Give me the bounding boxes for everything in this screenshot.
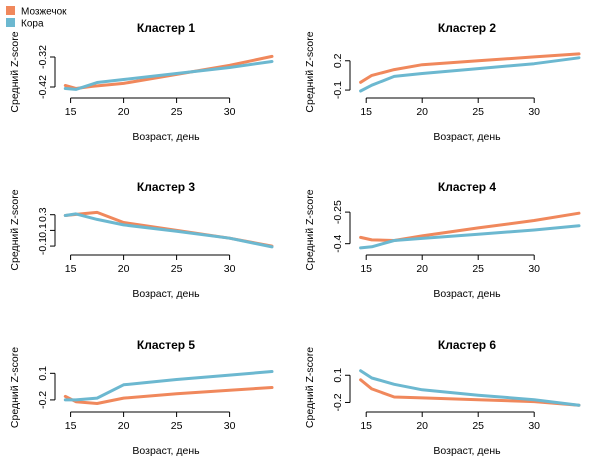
chart-title: Кластер 3 — [137, 180, 196, 194]
x-axis-label: Возраст, день — [132, 131, 200, 143]
y-axis-label: Средний Z-score — [9, 347, 21, 428]
chart-title: Кластер 6 — [438, 338, 497, 352]
x-tick-label: 30 — [224, 263, 236, 275]
x-axis-label: Возраст, день — [433, 445, 501, 457]
series-line-cortex — [359, 56, 581, 93]
x-axis-label: Возраст, день — [433, 288, 501, 300]
x-tick-label: 25 — [171, 106, 183, 118]
chart-title: Кластер 4 — [438, 180, 497, 194]
x-tick-label: 15 — [65, 263, 77, 275]
chart-title: Кластер 2 — [438, 21, 497, 35]
x-tick-label: 15 — [65, 420, 77, 432]
x-tick-label: 20 — [118, 420, 130, 432]
series-line-cortex — [63, 212, 274, 249]
x-tick-label: 25 — [472, 420, 484, 432]
series-line-cortex — [359, 224, 581, 250]
x-tick-label: 25 — [472, 106, 484, 118]
y-axis-label: Средний Z-score — [304, 347, 316, 428]
chart-title: Кластер 1 — [137, 21, 196, 35]
x-tick-label: 30 — [528, 106, 540, 118]
y-axis-label: Средний Z-score — [9, 31, 21, 112]
x-tick-label: 25 — [472, 263, 484, 275]
chart-panel-3: Кластер 3 15 20 25 30 Возраст, день -0.10.10.3… — [9, 180, 274, 300]
y-tick-label: -0.32 — [37, 45, 49, 69]
chart-panel-4: Кластер 4 15 20 25 30 Возраст, день -0.4 -0.25 С… — [304, 180, 581, 300]
legend-label: Мозжечок — [21, 7, 67, 18]
y-tick-label: -0.2 — [332, 393, 344, 411]
y-tick-label: 0.2 — [332, 53, 344, 68]
x-tick-label: 20 — [416, 420, 428, 432]
x-tick-label: 25 — [171, 420, 183, 432]
x-axis-label: Возраст, день — [433, 131, 501, 143]
chart-panel-1: Кластер 1 15 20 25 30 Возраст, день -0.42 -0.32… — [9, 21, 274, 143]
x-tick-label: 15 — [360, 420, 372, 432]
x-axis-label: Возраст, день — [132, 288, 200, 300]
series-line-cerebellum — [63, 386, 274, 405]
series-line-cerebellum — [359, 211, 581, 242]
chart-panel-6: Кластер 6 15 20 25 30 Возраст, день -0.2 0.1 Сре… — [304, 338, 581, 457]
x-tick-label: 25 — [171, 263, 183, 275]
x-tick-label: 30 — [224, 420, 236, 432]
chart-panel-5: Кластер 5 15 20 25 30 Возраст, день -0.2 0.1 Сре… — [9, 338, 274, 457]
x-tick-label: 20 — [118, 263, 130, 275]
x-tick-label: 30 — [528, 420, 540, 432]
legend-swatch — [6, 6, 15, 15]
x-tick-label: 15 — [360, 263, 372, 275]
y-tick-label: 0.1 — [332, 368, 344, 383]
legend-label: Кора — [21, 19, 44, 30]
y-tick-label: 0.1 — [37, 223, 49, 238]
series-line-cerebellum — [359, 378, 581, 407]
chart-panels: Кластер 1 15 20 25 30 Возраст, день -0.42 -0.32… — [9, 21, 581, 457]
series-line-cerebellum — [359, 52, 581, 84]
y-tick-label: -0.25 — [332, 200, 344, 224]
series-line-cortex — [63, 60, 274, 91]
y-tick-label: 0.1 — [37, 366, 49, 381]
x-tick-label: 15 — [360, 106, 372, 118]
chart-panel-2: Кластер 2 15 20 25 30 Возраст, день -0.1 0.2 Сре… — [304, 21, 581, 143]
x-tick-label: 30 — [528, 263, 540, 275]
y-tick-label: -0.42 — [37, 75, 49, 99]
y-axis-label: Средний Z-score — [304, 189, 316, 270]
x-axis-label: Возраст, день — [132, 445, 200, 457]
series-line-cortex — [359, 369, 581, 407]
y-tick-label: -0.4 — [332, 234, 344, 252]
x-tick-label: 20 — [416, 106, 428, 118]
y-tick-label: 0.3 — [37, 207, 49, 222]
y-tick-label: -0.1 — [332, 81, 344, 99]
y-tick-label: -0.1 — [37, 237, 49, 255]
x-tick-label: 20 — [416, 263, 428, 275]
x-tick-label: 20 — [118, 106, 130, 118]
y-tick-label: -0.2 — [37, 391, 49, 409]
x-tick-label: 15 — [65, 106, 77, 118]
x-tick-label: 30 — [224, 106, 236, 118]
series-line-cortex — [63, 370, 274, 402]
y-axis-label: Средний Z-score — [304, 31, 316, 112]
chart-title: Кластер 5 — [137, 338, 196, 352]
legend-swatch — [6, 18, 15, 27]
y-axis-label: Средний Z-score — [9, 189, 21, 270]
